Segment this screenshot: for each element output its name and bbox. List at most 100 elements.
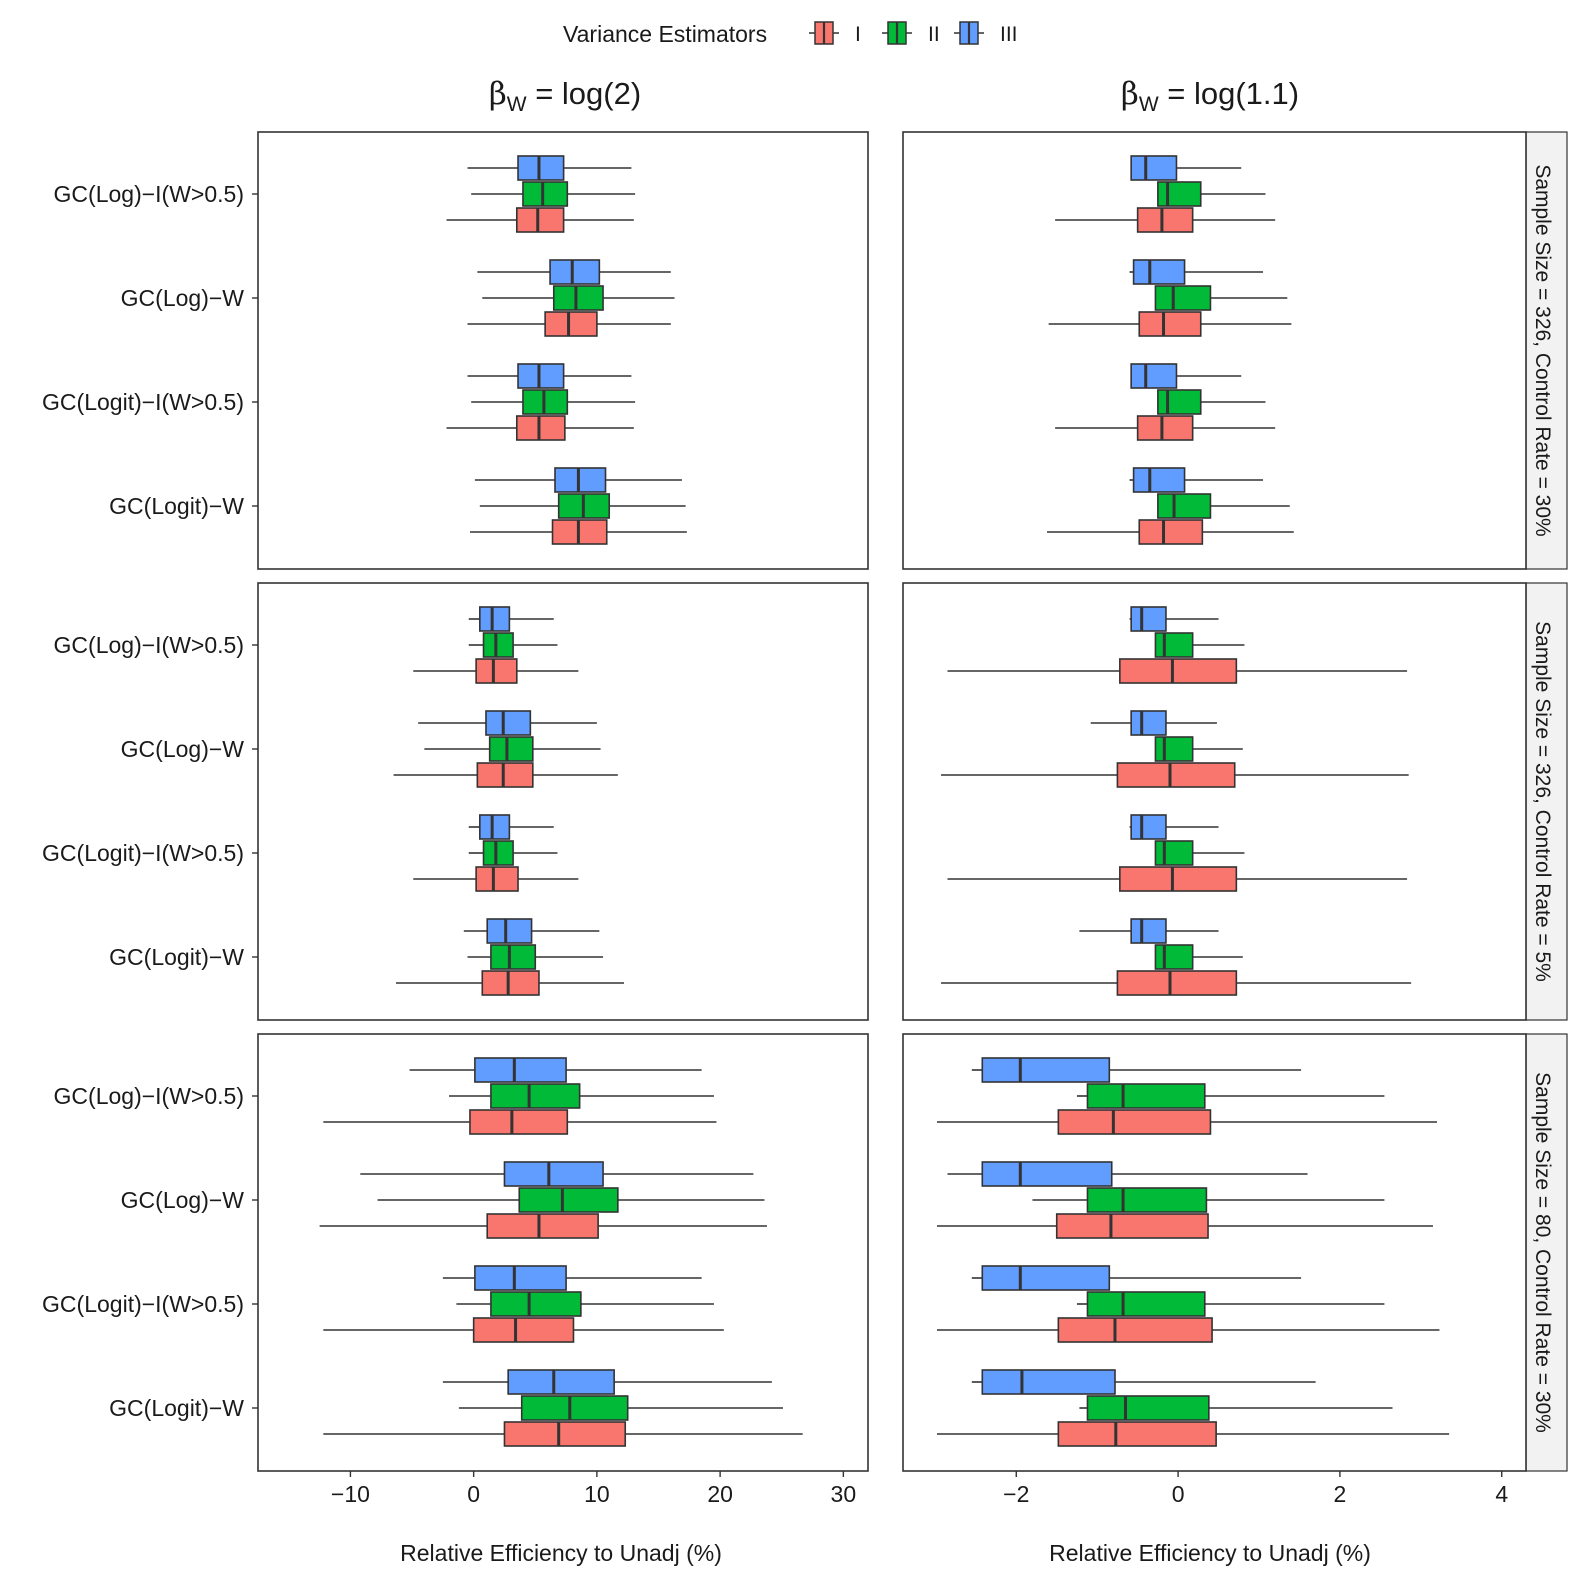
- row-strip-label: Sample Size = 326, Control Rate = 5%: [1531, 621, 1554, 982]
- iqr-box: [518, 1187, 619, 1213]
- iqr-box: [520, 1395, 629, 1421]
- iqr-box: [490, 944, 537, 970]
- box-II: [1032, 1187, 1385, 1213]
- iqr-box: [1157, 181, 1202, 207]
- panel-r0-c0: [257, 131, 869, 570]
- x-axis-title-right: Relative Efficiency to Unadj (%): [1049, 1540, 1371, 1566]
- legend-key-III: III: [954, 21, 1018, 46]
- panel-border: [902, 582, 1527, 1021]
- box-I: [941, 762, 1409, 788]
- iqr-box: [1154, 285, 1212, 311]
- box-III: [1130, 155, 1242, 181]
- x-tick-label: 0: [467, 1481, 480, 1507]
- iqr-box: [1136, 207, 1194, 233]
- iqr-box: [981, 1369, 1116, 1395]
- box-III: [971, 1265, 1302, 1291]
- panel-r0-c1: [902, 131, 1527, 570]
- box-III: [477, 259, 671, 285]
- iqr-box: [1086, 1083, 1206, 1109]
- box-III: [467, 363, 632, 389]
- iqr-box: [474, 1265, 567, 1291]
- column-header-right: βW = log(1.1): [1121, 76, 1299, 116]
- iqr-box: [1132, 259, 1186, 285]
- box-III: [947, 1161, 1308, 1187]
- box-III: [463, 918, 600, 944]
- y-category-label: GC(Log)−W: [121, 736, 245, 762]
- iqr-box: [1154, 632, 1194, 658]
- panel-r2-c1: [902, 1033, 1527, 1472]
- iqr-box: [486, 918, 533, 944]
- x-tick-label: 10: [584, 1481, 610, 1507]
- panel-border: [257, 582, 869, 1021]
- iqr-box: [485, 710, 532, 736]
- iqr-box: [482, 632, 514, 658]
- box-I: [1055, 415, 1276, 441]
- iqr-box: [981, 1161, 1113, 1187]
- box-I: [941, 970, 1412, 996]
- row-strip-2: Sample Size = 80, Control Rate = 30%: [1525, 1033, 1568, 1472]
- iqr-box: [469, 1109, 569, 1135]
- iqr-box: [1138, 311, 1202, 337]
- row-strip-label: Sample Size = 80, Control Rate = 30%: [1531, 1072, 1554, 1433]
- iqr-box: [490, 1083, 581, 1109]
- x-tick-label: 2: [1334, 1481, 1347, 1507]
- box-II: [1079, 1395, 1393, 1421]
- x-tick-label: 20: [707, 1481, 733, 1507]
- box-II: [458, 1395, 783, 1421]
- box-I: [323, 1109, 717, 1135]
- box-III: [971, 1057, 1302, 1083]
- y-category-labels: GC(Log)−I(W>0.5) GC(Log)−W GC(Logit)−I(W>0…: [42, 181, 258, 1421]
- legend-label-I: I: [855, 23, 861, 46]
- iqr-box: [507, 1369, 615, 1395]
- box-III: [442, 1265, 702, 1291]
- y-category-label: GC(Log)−I(W>0.5): [54, 181, 244, 207]
- iqr-box: [1116, 970, 1238, 996]
- box-I: [947, 658, 1408, 684]
- panel-r2-c0: [257, 1033, 869, 1472]
- box-III: [468, 606, 554, 632]
- box-I: [936, 1213, 1433, 1239]
- box-III: [409, 1057, 702, 1083]
- box-III: [1129, 259, 1264, 285]
- box-II: [456, 1291, 714, 1317]
- box-II: [1154, 944, 1243, 970]
- iqr-box: [1086, 1395, 1210, 1421]
- box-II: [424, 736, 601, 762]
- legend-label-II: II: [928, 23, 940, 46]
- box-III: [971, 1369, 1316, 1395]
- iqr-box: [515, 415, 566, 441]
- iqr-box: [482, 840, 514, 866]
- iqr-box: [1132, 467, 1186, 493]
- y-category-label: GC(Log)−W: [121, 285, 245, 311]
- box-II: [1157, 181, 1266, 207]
- box-I: [1055, 207, 1276, 233]
- x-tick-label: 0: [1172, 1481, 1185, 1507]
- iqr-box: [544, 311, 598, 337]
- iqr-box: [475, 866, 519, 892]
- box-I: [323, 1317, 724, 1343]
- box-I: [393, 762, 618, 788]
- panel-r1-c1: [902, 582, 1527, 1021]
- iqr-box: [481, 970, 540, 996]
- iqr-box: [474, 1057, 567, 1083]
- iqr-box: [1138, 519, 1204, 545]
- legend-label-III: III: [1000, 23, 1018, 46]
- iqr-box: [517, 155, 565, 181]
- iqr-box: [1116, 762, 1236, 788]
- x-tick-label: 30: [831, 1481, 857, 1507]
- legend-title: Variance Estimators: [563, 21, 767, 47]
- panel-r1-c0: [257, 582, 869, 1021]
- box-III: [468, 814, 554, 840]
- iqr-box: [488, 736, 534, 762]
- iqr-box: [475, 658, 518, 684]
- legend-keys: I II III: [809, 21, 1018, 46]
- iqr-box: [552, 285, 604, 311]
- iqr-box: [554, 467, 607, 493]
- y-category-label: GC(Log)−W: [121, 1187, 245, 1213]
- legend: Variance Estimators I II III: [563, 21, 1018, 47]
- box-II: [468, 840, 558, 866]
- box-II: [1154, 632, 1245, 658]
- iqr-box: [1086, 1187, 1208, 1213]
- box-II: [1157, 389, 1266, 415]
- box-I: [446, 415, 634, 441]
